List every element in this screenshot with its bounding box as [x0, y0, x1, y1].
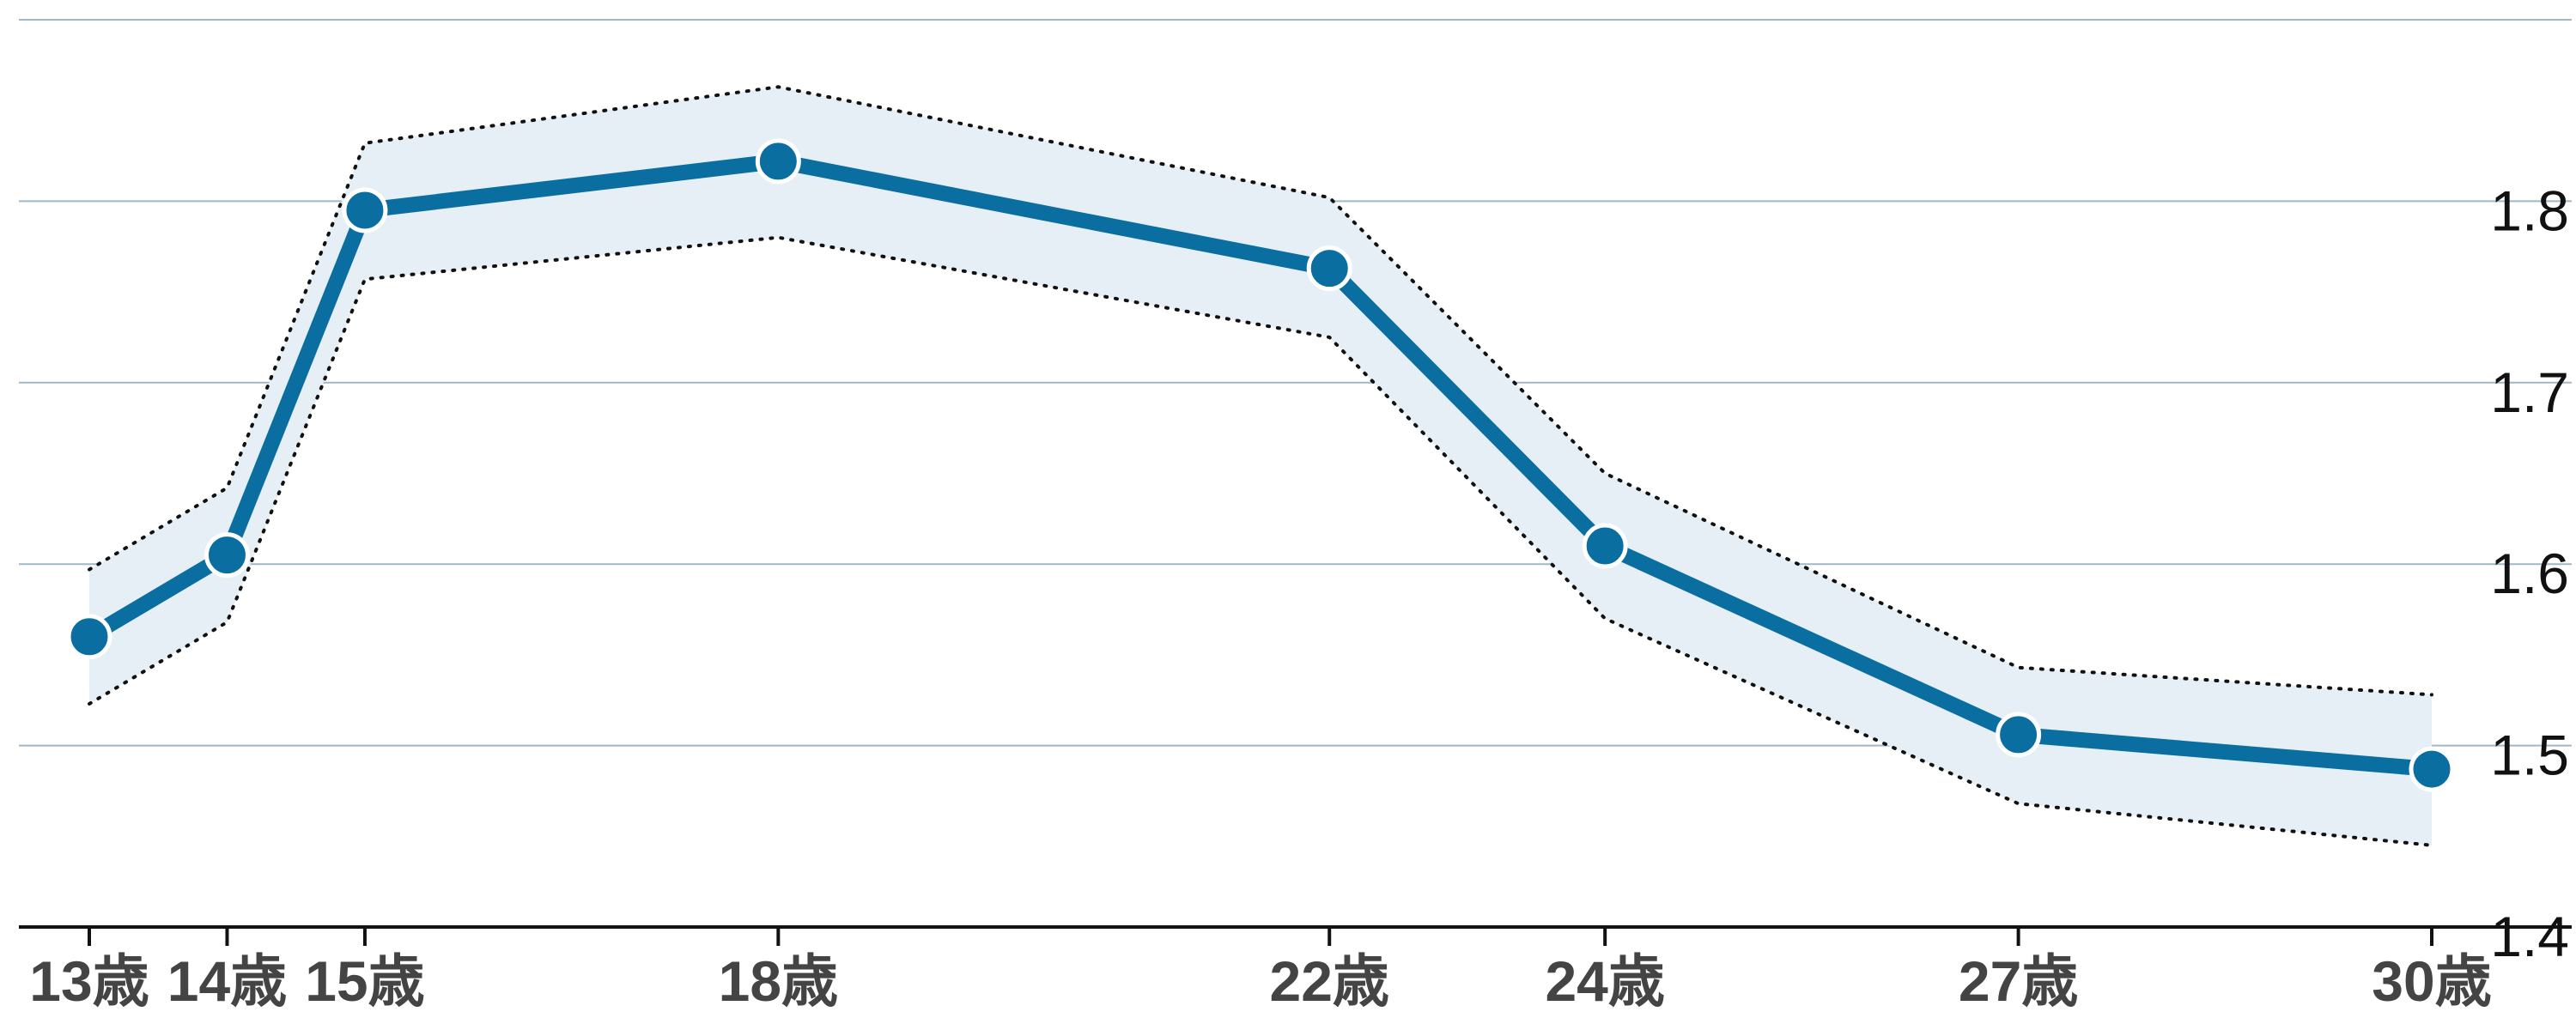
- x-tick-label: 22歳: [1270, 949, 1389, 1013]
- x-tick-label: 13歳: [29, 949, 149, 1013]
- data-point: [2409, 746, 2455, 792]
- series-line-path: [82, 153, 2439, 778]
- x-tick-label: 30歳: [2372, 949, 2491, 1013]
- x-tick-label: 14歳: [167, 949, 287, 1013]
- y-tick-label: 1.8: [2490, 179, 2569, 242]
- y-tick-labels: 1.4 1.5 1.6 1.7 1.8: [2490, 179, 2569, 968]
- y-tick-label: 1.5: [2490, 724, 2569, 787]
- data-point: [204, 532, 250, 579]
- lower-bound-line: [88, 235, 2433, 847]
- x-tick-labels: 13歳 14歳 15歳 18歳 22歳 24歳 27歳 30歳: [29, 949, 2491, 1013]
- y-tick-label: 1.7: [2490, 360, 2569, 424]
- x-tick-label: 27歳: [1959, 949, 2078, 1013]
- x-tick-label: 18歳: [719, 949, 838, 1013]
- data-point: [755, 138, 801, 185]
- data-point: [66, 614, 112, 660]
- y-tick-label: 1.4: [2490, 905, 2569, 968]
- series-line: [82, 153, 2439, 778]
- x-axis: [19, 925, 2572, 946]
- data-point: [342, 187, 388, 233]
- grid-lines: [19, 19, 2572, 747]
- y-tick-label: 1.6: [2490, 542, 2569, 605]
- data-point: [1306, 245, 1352, 292]
- data-points: [66, 138, 2455, 792]
- data-point: [1582, 523, 1628, 569]
- x-tick-label: 24歳: [1545, 949, 1664, 1013]
- data-point: [1996, 712, 2042, 758]
- x-tick-label: 15歳: [305, 949, 424, 1013]
